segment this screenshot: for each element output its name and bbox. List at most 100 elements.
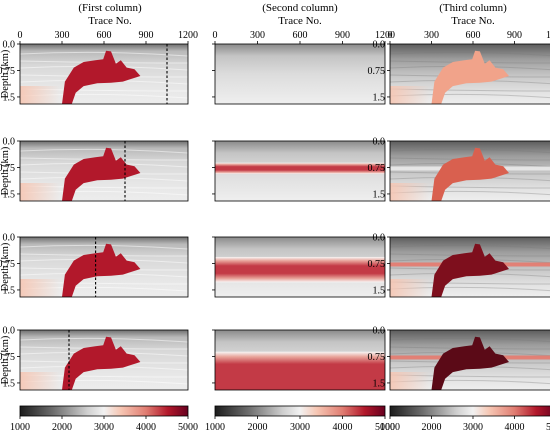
panel-r4-c2: [214, 329, 386, 391]
colorbar-tick-label: 2000: [422, 422, 442, 433]
y-axis-label: Depth (km): [0, 49, 11, 98]
column-headers: (First column) Trace No. (Second column)…: [78, 2, 507, 27]
panel-r2-c3: [389, 140, 550, 202]
column-3-title: (Third column): [439, 2, 507, 14]
y-tick-label: 0.0: [3, 233, 16, 244]
velocity-background: [215, 44, 385, 104]
y-tick-label: 0.75: [368, 352, 386, 363]
y-tick-label: 0.75: [0, 352, 15, 363]
colorbar-tick-label: 5000: [546, 422, 550, 433]
colorbar-c1: 1000 2000 3000 4000 5000: [10, 405, 198, 433]
y-tick-label: 0.0: [373, 137, 386, 148]
column-1-title: (First column): [78, 2, 142, 14]
x-tick-label: 0: [388, 30, 393, 41]
salt-body: [431, 50, 509, 104]
colorbars: 1000 2000 3000 4000 5000 1000 2000 3000 4000 5000…: [10, 405, 550, 433]
panel-r2-c1: [19, 140, 189, 202]
colorbar-tick-label: 5000: [178, 422, 198, 433]
x-tick-label: 600: [97, 30, 112, 41]
low-velocity-zone: [390, 279, 430, 297]
salt-body: [62, 50, 141, 104]
y-tick-label: 1.5: [373, 92, 386, 103]
y-axis-label: Depth (km): [0, 242, 11, 291]
x-tick-label: 300: [55, 30, 70, 41]
x-tick-label: 1200: [178, 30, 198, 41]
panel-r1-c3: [389, 43, 550, 105]
panel-r3-c1: [19, 236, 189, 298]
colorbar-tick-label: 4000: [505, 422, 525, 433]
colorbar-tick-label: 3000: [463, 422, 483, 433]
y-tick-label: 1.5: [3, 189, 16, 200]
column-3-xlabel: Trace No.: [451, 15, 495, 27]
low-velocity-zone: [390, 86, 430, 104]
colorbar-tick-label: 4000: [136, 422, 156, 433]
y-tick-label: 1.5: [3, 285, 16, 296]
y-axis-label: Depth (km): [0, 335, 11, 384]
colorbar-gradient: [19, 405, 189, 417]
colorbar-tick-label: 5000: [375, 422, 395, 433]
colorbar-tick-label: 2000: [248, 422, 268, 433]
panel-frame: [214, 329, 386, 391]
y-tick-label: 1.5: [373, 378, 386, 389]
panel-r3-c3: [389, 236, 550, 298]
panels: [19, 43, 550, 391]
y-tick-label: 0.75: [368, 66, 386, 77]
panel-r1-c1: [19, 43, 189, 105]
salt-body: [431, 243, 509, 297]
colorbar-gradient: [389, 405, 550, 417]
x-tick-label: 0: [213, 30, 218, 41]
panel-frame: [214, 140, 386, 202]
panel-r1-c2: [214, 43, 386, 105]
x-tick-label: 600: [466, 30, 481, 41]
y-tick-label: 0.0: [373, 326, 386, 337]
salt-body: [431, 336, 509, 390]
y-tick-label: 1.5: [373, 285, 386, 296]
velocity-band: [215, 256, 385, 283]
low-velocity-zone: [20, 372, 60, 390]
x-tick-label: 900: [139, 30, 154, 41]
x-tick-label: 1200: [375, 30, 395, 41]
y-tick-label: 0.0: [373, 40, 386, 51]
salt-body: [62, 243, 141, 297]
velocity-band: [215, 351, 385, 390]
panel-frame: [19, 236, 189, 298]
y-axis-label: Depth (km): [0, 146, 11, 195]
x-tick-label: 1200: [546, 30, 550, 41]
x-tick-label: 900: [335, 30, 350, 41]
x-tick-label: 600: [293, 30, 308, 41]
low-velocity-zone: [390, 372, 430, 390]
colorbar-tick-label: 1000: [380, 422, 400, 433]
x-tick-label: 900: [507, 30, 522, 41]
panel-frame: [19, 140, 189, 202]
colorbar-c3: 1000 2000 3000 4000 5000: [380, 405, 550, 433]
colorbar-tick-label: 1000: [205, 422, 225, 433]
y-tick-label: 0.75: [0, 163, 15, 174]
colorbar-tick-label: 3000: [94, 422, 114, 433]
column-2-xlabel: Trace No.: [278, 15, 322, 27]
x-tick-label: 300: [424, 30, 439, 41]
panel-frame: [389, 140, 550, 202]
low-velocity-zone: [20, 183, 60, 201]
panel-frame: [389, 329, 550, 391]
panel-r3-c2: [214, 236, 386, 298]
y-tick-label: 0.75: [368, 259, 386, 270]
colorbar-tick-label: 3000: [290, 422, 310, 433]
column-1-xlabel: Trace No.: [88, 15, 132, 27]
colorbar-tick-label: 1000: [10, 422, 30, 433]
y-tick-label: 0.0: [373, 233, 386, 244]
panel-frame: [389, 236, 550, 298]
panel-frame: [214, 236, 386, 298]
salt-body: [62, 336, 141, 390]
y-tick-label: 1.5: [3, 92, 16, 103]
colorbar-c2: 1000 2000 3000 4000 5000: [205, 405, 395, 433]
panel-r4-c1: [19, 329, 189, 391]
salt-body: [62, 147, 141, 201]
column-2-title: (Second column): [262, 2, 338, 14]
low-velocity-zone: [20, 279, 60, 297]
y-tick-label: 1.5: [373, 189, 386, 200]
y-tick-label: 0.0: [3, 326, 16, 337]
y-tick-label: 1.5: [3, 378, 16, 389]
salt-body: [431, 147, 509, 201]
